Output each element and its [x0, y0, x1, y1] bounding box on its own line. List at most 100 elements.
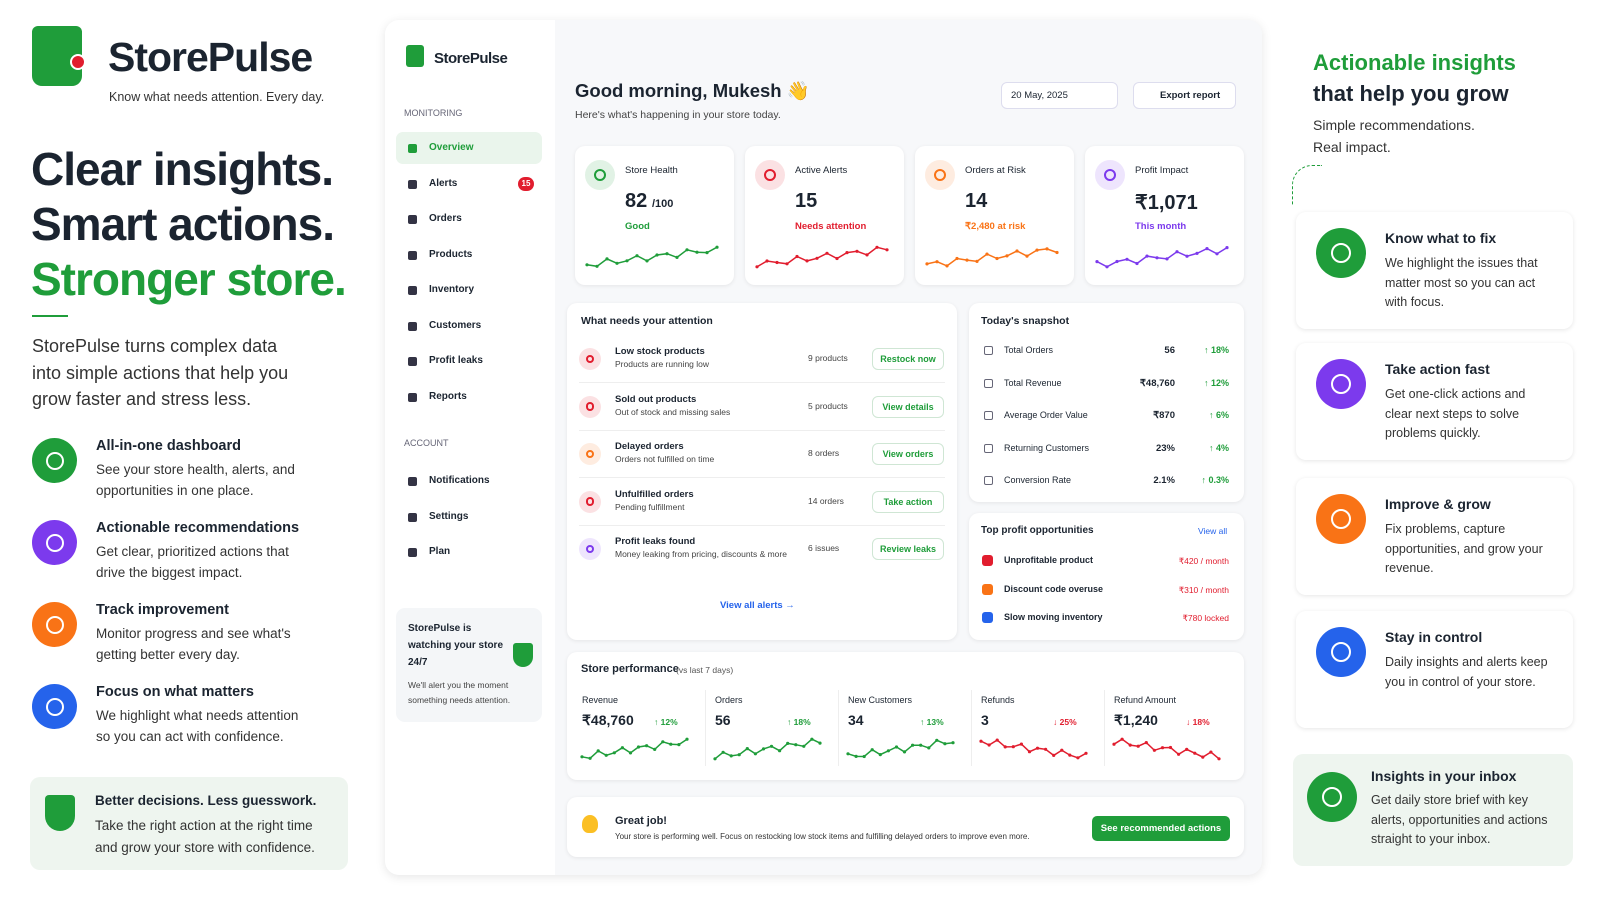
alert-action[interactable]: View details: [872, 395, 944, 418]
logo-icon: [32, 26, 86, 86]
feature-title: Focus on what matters: [96, 684, 254, 700]
nav-label: Inventory: [429, 284, 475, 295]
nav-item[interactable]: [396, 203, 542, 235]
watch-icon: [513, 643, 533, 667]
sparkline-dot: [1209, 750, 1213, 754]
alert-subtitle: Money leaking from pricing, discounts & …: [615, 549, 787, 559]
sparkline-dot: [1015, 249, 1019, 253]
nav-item[interactable]: [396, 381, 542, 413]
sparkline-path: [586, 246, 718, 268]
alert-title: Sold out products: [615, 393, 697, 405]
sparkline-dot: [995, 256, 999, 261]
kpi-label: Store Health: [625, 165, 678, 176]
sparkline-dot: [625, 259, 629, 263]
bulb-icon: [582, 815, 598, 833]
sparkline-dot: [635, 254, 639, 258]
icon-glyph: [1322, 787, 1342, 807]
alert-action[interactable]: Review leaks: [872, 538, 944, 560]
sparkline-dot: [987, 743, 991, 747]
sparkline-path: [926, 248, 1058, 267]
sparkline-dot: [1105, 265, 1109, 269]
feature-icon: [32, 684, 77, 729]
sparkline-dot: [1011, 745, 1015, 749]
sparkline-dot: [1175, 250, 1179, 254]
divider: [32, 315, 68, 317]
sparkline-dot: [1155, 256, 1159, 260]
nav-icon: [408, 286, 417, 295]
sparkline-dot: [721, 750, 725, 754]
sparkline-dot: [1136, 744, 1140, 748]
sparkline-dot: [1217, 757, 1221, 761]
sparkline-dot: [955, 256, 959, 261]
sparkline-dot: [1019, 742, 1023, 746]
sparkline-path: [847, 739, 954, 758]
sparkline-dot: [612, 751, 616, 755]
icon-glyph: [585, 449, 595, 459]
row-icon: [984, 411, 993, 420]
greeting: Good morning, Mukesh 👋: [575, 80, 810, 101]
sidebar-logo: [406, 45, 424, 67]
kpi-value: 14: [965, 190, 988, 212]
sparkline-dot: [1035, 746, 1040, 750]
snapshot-change: ↑ 6%: [1208, 410, 1229, 420]
sparkline-dot: [965, 258, 969, 262]
view-all-link: View all: [1198, 526, 1228, 536]
opportunity-value: ₹420 / month: [1178, 556, 1229, 566]
opportunity-value: ₹310 / month: [1178, 584, 1229, 595]
sparkline-dot: [1125, 257, 1129, 261]
icon-glyph: [585, 544, 595, 554]
snapshot-value: 2.1%: [1153, 475, 1175, 486]
alert-action[interactable]: Restock now: [872, 348, 944, 370]
sparkline-dot: [875, 245, 879, 249]
feature-icon: [32, 602, 77, 647]
snapshot-change: ↑ 18%: [1203, 345, 1229, 355]
sparkline-dot: [815, 256, 819, 260]
date-picker[interactable]: [1001, 82, 1118, 109]
sparkline-dot: [911, 743, 915, 747]
sparkline: [713, 737, 822, 761]
sparkline-dot: [1060, 748, 1064, 752]
sparkline-dot: [1095, 260, 1099, 264]
sparkline: [585, 245, 719, 268]
alert-action[interactable]: Take action: [872, 490, 944, 513]
sparkline-dot: [1025, 254, 1029, 258]
sparkline: [580, 737, 689, 760]
sparkline-dot: [636, 745, 641, 749]
banner-text: Your store is performing well. Focus on …: [615, 832, 1030, 841]
insight-icon: [1316, 359, 1366, 409]
metric-value: ₹48,760: [582, 712, 634, 728]
sparkline-dot: [1055, 250, 1059, 255]
feature-text: We highlight what needs attention so you…: [96, 708, 299, 744]
insight-icon: [1316, 627, 1366, 677]
sparkline: [755, 245, 889, 269]
kpi-label: Profit Impact: [1135, 165, 1189, 176]
nav-item[interactable]: [396, 502, 542, 532]
icon-glyph: [594, 169, 606, 181]
sparkline-dot: [761, 747, 766, 751]
row-icon: [984, 443, 993, 453]
banner-button[interactable]: See recommended actions: [1092, 816, 1230, 841]
opportunity-icon: [982, 583, 993, 595]
callout-title: Better decisions. Less guesswork.: [95, 793, 317, 808]
icon-glyph: [1331, 243, 1351, 263]
nav-icon: [408, 250, 417, 260]
export-button[interactable]: [1133, 82, 1236, 109]
metric-label: New Customers: [848, 695, 913, 705]
sparkline-dot: [655, 253, 659, 257]
alert-count: 14 orders: [808, 495, 844, 506]
nav-item[interactable]: [396, 132, 542, 164]
view-all-alerts: View all alerts →: [720, 600, 795, 611]
insight-text: We highlight the issues that matter most…: [1385, 256, 1538, 309]
sparkline-dot: [1152, 748, 1156, 752]
sparkline-dot: [818, 741, 822, 745]
sparkline-dot: [786, 741, 790, 745]
nav-icon: [408, 179, 417, 189]
nav-icon: [408, 477, 417, 486]
insight-title: Know what to fix: [1385, 230, 1497, 246]
nav-item[interactable]: [396, 537, 542, 567]
hero-line: Smart actions.: [31, 198, 335, 250]
alert-action[interactable]: View orders: [872, 443, 944, 465]
row-icon: [984, 378, 993, 388]
sparkline-path: [581, 738, 688, 760]
